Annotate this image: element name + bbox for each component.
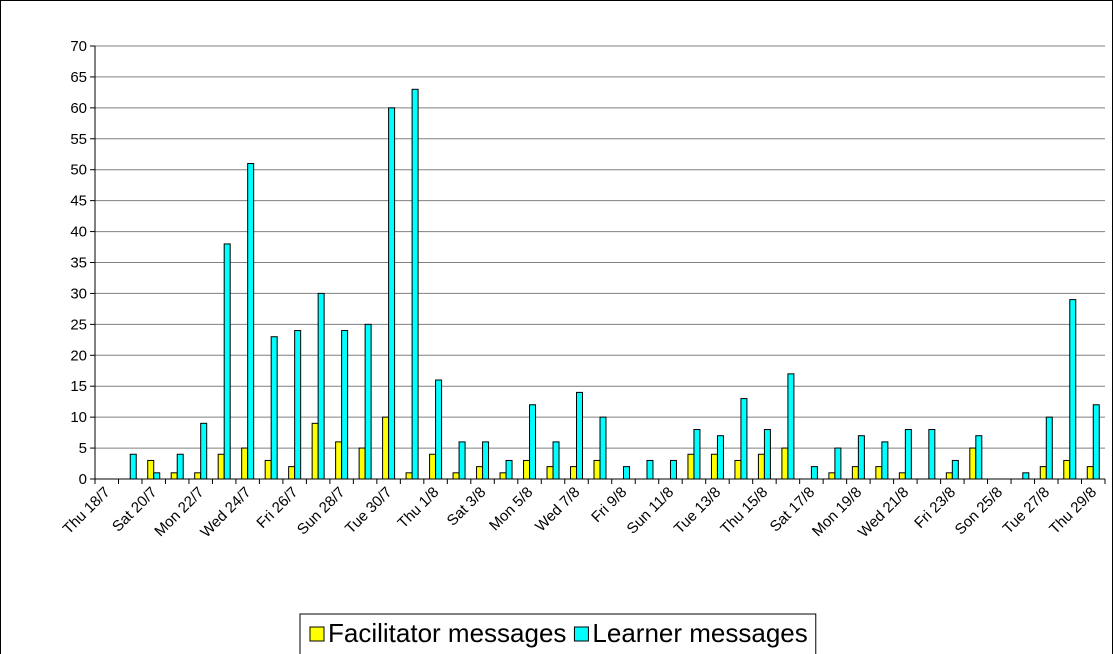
bar (153, 472, 161, 480)
bar (552, 441, 560, 480)
y-tick-label: 25 (70, 316, 87, 333)
bar (288, 466, 296, 480)
bar (129, 453, 137, 480)
bar (875, 466, 883, 480)
bar (482, 441, 490, 480)
y-tick-label: 0 (79, 471, 87, 488)
bar (951, 459, 959, 480)
bar (1045, 416, 1053, 480)
bar (687, 453, 695, 480)
bar (364, 323, 372, 480)
y-tick-label: 70 (70, 38, 87, 55)
y-tick-label: 5 (79, 440, 87, 457)
bar (170, 472, 178, 480)
legend-swatch (573, 626, 589, 642)
bar (757, 453, 765, 480)
bar (217, 453, 225, 480)
bar (781, 447, 789, 480)
bar (810, 466, 818, 480)
y-tick-label: 50 (70, 162, 87, 179)
bar (405, 472, 413, 480)
bar (646, 459, 654, 480)
bar (898, 472, 906, 480)
bar (851, 466, 859, 480)
y-tick-label: 35 (70, 255, 87, 272)
bar (529, 404, 537, 480)
y-tick-label: 15 (70, 378, 87, 395)
bar (435, 379, 443, 480)
bar (194, 472, 202, 480)
bar (1086, 466, 1094, 480)
bar (669, 459, 677, 480)
bar (904, 429, 912, 480)
bar (593, 459, 601, 480)
bar (622, 466, 630, 480)
y-tick-label: 40 (70, 224, 87, 241)
y-tick-label: 10 (70, 409, 87, 426)
bar (264, 459, 272, 480)
bar (358, 447, 366, 480)
bar (763, 429, 771, 480)
bar (311, 422, 319, 480)
bar (928, 429, 936, 480)
bar (975, 435, 983, 480)
bar (388, 107, 396, 480)
bar (716, 435, 724, 480)
y-tick-label: 65 (70, 69, 87, 86)
bar (499, 472, 507, 480)
bar (828, 472, 836, 480)
bar (294, 330, 302, 480)
bar (241, 447, 249, 480)
bar (147, 459, 155, 480)
y-tick-label: 30 (70, 285, 87, 302)
bar (546, 466, 554, 480)
bar (341, 330, 349, 480)
bar (1063, 459, 1071, 480)
bar (834, 447, 842, 480)
bar (1039, 466, 1047, 480)
bar (1069, 299, 1077, 480)
bar (710, 453, 718, 480)
bar (1022, 472, 1030, 480)
y-tick-label: 20 (70, 347, 87, 364)
bar (576, 391, 584, 480)
bar (857, 435, 865, 480)
bar (740, 398, 748, 480)
bar (458, 441, 466, 480)
bar (176, 453, 184, 480)
bar (505, 459, 513, 480)
bar (411, 88, 419, 480)
bar (382, 416, 390, 480)
legend-box (299, 613, 817, 654)
bar (335, 441, 343, 480)
bar (523, 459, 531, 480)
bar (734, 459, 742, 480)
bar (945, 472, 953, 480)
y-tick-label: 60 (70, 100, 87, 117)
bar (429, 453, 437, 480)
legend-swatch (309, 626, 325, 642)
bar (969, 447, 977, 480)
bar (200, 422, 208, 480)
bar (270, 336, 278, 480)
bar (693, 429, 701, 480)
bar (787, 373, 795, 480)
bar (476, 466, 484, 480)
y-tick-label: 45 (70, 193, 87, 210)
bar (223, 243, 231, 480)
legend-label: Facilitator messages (328, 618, 566, 648)
bar (247, 163, 255, 480)
bar (881, 441, 889, 480)
bar (1092, 404, 1100, 480)
bar (599, 416, 607, 480)
bar (452, 472, 460, 480)
bar (570, 466, 578, 480)
legend-label: Learner messages (592, 618, 807, 648)
bar (317, 292, 325, 480)
y-tick-label: 55 (70, 131, 87, 148)
